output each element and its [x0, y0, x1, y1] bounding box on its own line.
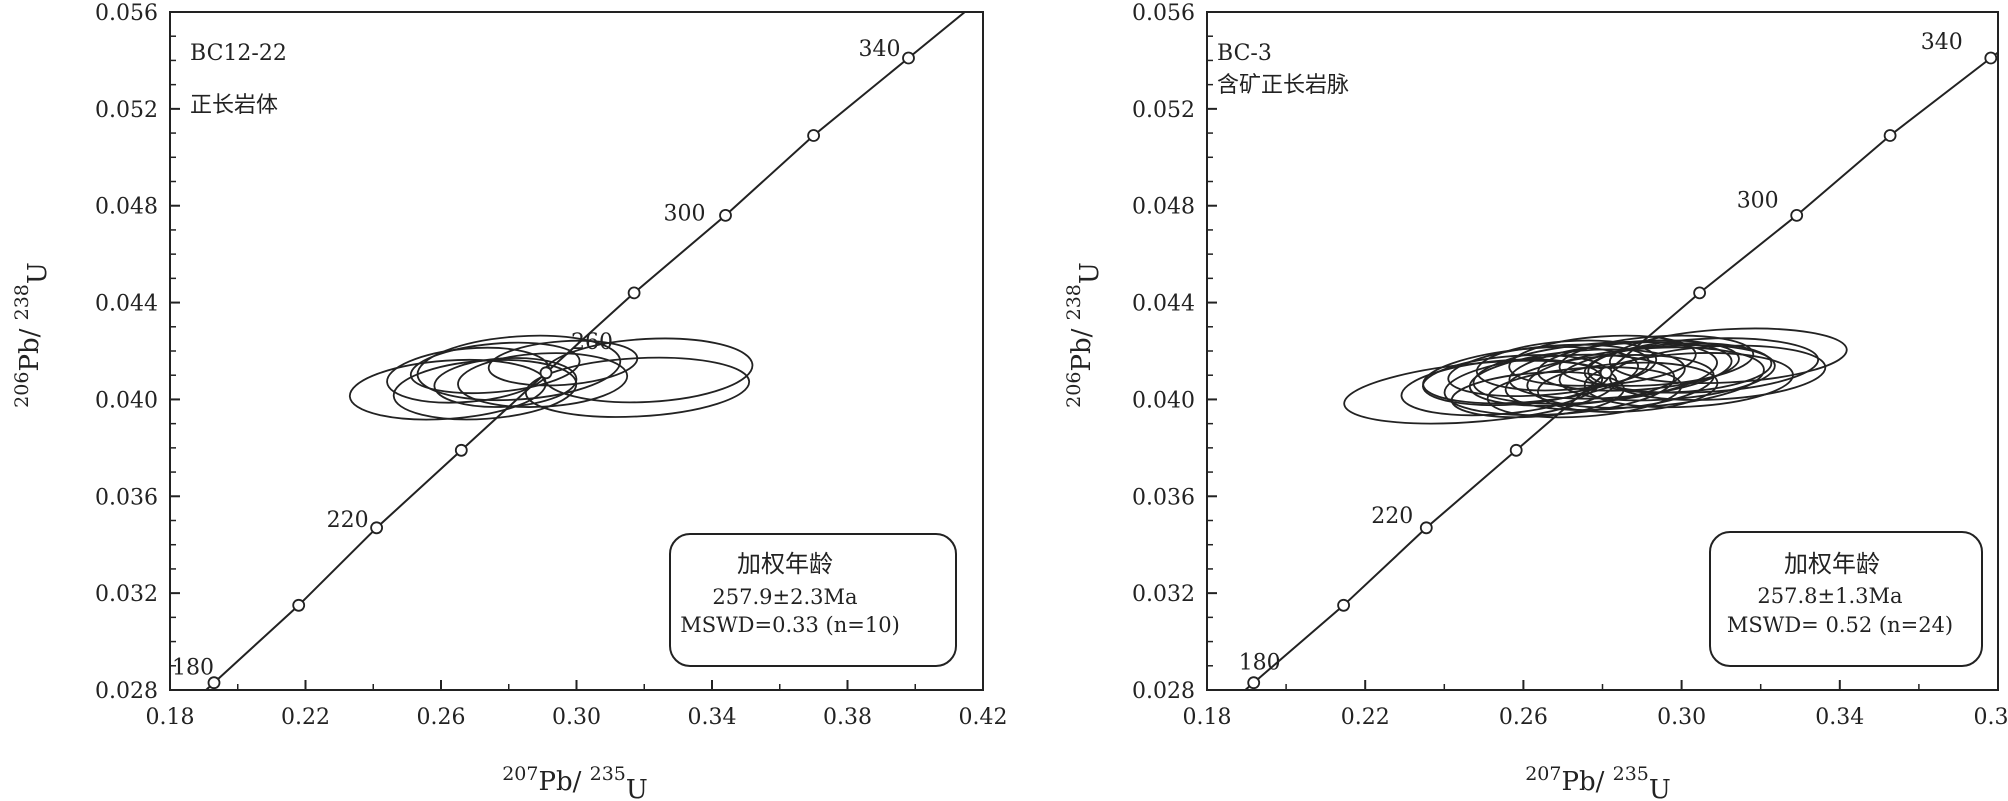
- left-y-axis-title: 206Pb/ 238U: [11, 262, 53, 408]
- concordia-age-marker: [1984, 51, 1998, 65]
- right-plot-frame: [1206, 11, 1999, 691]
- concordia-age-label: 180: [1239, 651, 1281, 676]
- concordia-age-marker: [1599, 366, 1613, 380]
- x-tick-label: 0.26: [417, 705, 466, 730]
- concordia-age-label: 180: [172, 656, 214, 681]
- concordia-age-label: 300: [664, 201, 706, 226]
- concordia-age-marker: [1419, 521, 1433, 535]
- x-tick-label: 0.26: [1499, 705, 1548, 730]
- y-tick-label: 0.040: [1132, 388, 1195, 413]
- concordia-age-marker: [454, 443, 468, 457]
- data-ellipse: [457, 352, 629, 408]
- right-x-tick-labels: 0.18 0.22 0.26 0.30 0.34 0.38: [1183, 705, 2008, 730]
- concordia-age-label: 300: [1737, 188, 1779, 213]
- right-weighted-age-box: 加权年龄 257.8±1.3Ma MSWD= 0.52 (n=24): [1709, 531, 1983, 667]
- left-plot-frame: [169, 11, 984, 691]
- y-tick-label: 0.052: [1132, 98, 1195, 123]
- x-tick-label: 0.30: [552, 705, 601, 730]
- y-tick-label: 0.032: [95, 582, 158, 607]
- right-box-age: 257.8±1.3Ma: [1757, 584, 1902, 608]
- concordia-age-marker: [370, 521, 384, 535]
- left-x-tick-labels: 0.18 0.22 0.26 0.30 0.34 0.38 0.42: [146, 705, 1008, 730]
- y-tick-label: 0.056: [95, 1, 158, 26]
- concordia-age-marker: [1790, 208, 1804, 222]
- y-tick-label: 0.028: [95, 679, 158, 704]
- data-ellipse: [409, 341, 581, 395]
- left-concordia-markers: 180 220 260 300 340: [172, 37, 915, 690]
- y-tick-label: 0.044: [1132, 292, 1195, 317]
- x-tick-label: 0.18: [1183, 705, 1232, 730]
- right-ellipses: [1343, 327, 1848, 425]
- left-rock-label: 正长岩体: [190, 93, 278, 118]
- right-concordia-markers: 180 220 300 340: [1239, 30, 1998, 690]
- y-tick-label: 0.048: [1132, 195, 1195, 220]
- left-x-axis-title: 207Pb/ 235U: [502, 763, 648, 801]
- x-tick-label: 0.22: [281, 705, 330, 730]
- concordia-age-label: 340: [859, 37, 901, 62]
- concordia-age-marker: [207, 676, 221, 690]
- right-panel: 180 220 300 340 0.18 0.22 0.26 0.30 0.34 0.38 0.…: [1063, 1, 2008, 801]
- concordia-age-label: 220: [327, 508, 369, 533]
- data-ellipse: [1608, 327, 1848, 384]
- right-box-mswd: MSWD= 0.52 (n=24): [1727, 613, 1953, 637]
- y-tick-label: 0.056: [1132, 1, 1195, 26]
- right-sample-label: BC-3: [1217, 41, 1272, 66]
- y-tick-label: 0.036: [95, 485, 158, 510]
- concordia-age-marker: [902, 51, 915, 65]
- concordia-age-label: 260: [571, 330, 613, 355]
- concordia-age-marker: [627, 286, 641, 300]
- right-y-axis-title: 206Pb/ 238U: [1063, 262, 1105, 408]
- y-tick-label: 0.044: [95, 292, 158, 317]
- concordia-age-marker: [1337, 598, 1350, 612]
- y-tick-label: 0.040: [95, 388, 158, 413]
- left-y-tick-labels: 0.028 0.032 0.036 0.040 0.044 0.048 0.052 0.056: [95, 1, 158, 704]
- right-x-axis-title: 207Pb/ 235U: [1525, 763, 1671, 801]
- left-weighted-age-box: 加权年龄 257.9±2.3Ma MSWD=0.33 (n=10): [669, 533, 957, 667]
- x-tick-label: 0.38: [823, 705, 872, 730]
- x-tick-label: 0.42: [959, 705, 1008, 730]
- right-rock-label: 含矿正长岩脉: [1217, 73, 1349, 98]
- x-tick-label: 0.18: [146, 705, 195, 730]
- left-box-title: 加权年龄: [737, 550, 833, 578]
- left-sample-label: BC12-22: [190, 41, 287, 66]
- left-box-age: 257.9±2.3Ma: [712, 585, 857, 609]
- data-ellipse: [1472, 341, 1718, 405]
- y-tick-label: 0.032: [1132, 582, 1195, 607]
- y-tick-label: 0.048: [95, 195, 158, 220]
- left-ellipses: [348, 334, 754, 421]
- left-box-mswd: MSWD=0.33 (n=10): [680, 613, 900, 637]
- concordia-age-marker: [807, 129, 820, 142]
- x-tick-label: 0.34: [688, 705, 737, 730]
- y-tick-label: 0.052: [95, 98, 158, 123]
- concordia-age-marker: [1509, 443, 1523, 457]
- concordia-age-marker: [539, 366, 553, 380]
- y-tick-label: 0.028: [1132, 679, 1195, 704]
- right-y-tick-labels: 0.028 0.032 0.036 0.040 0.044 0.048 0.052 0.056: [1132, 1, 1195, 704]
- y-tick-label: 0.036: [1132, 485, 1195, 510]
- data-ellipse: [1587, 337, 1820, 394]
- x-tick-label: 0.34: [1815, 705, 1864, 730]
- x-tick-label: 0.30: [1657, 705, 1706, 730]
- data-ellipse: [1558, 334, 1755, 387]
- concordia-age-marker: [1693, 286, 1706, 300]
- x-tick-label: 0.22: [1341, 705, 1390, 730]
- left-panel: 180 220 260 300 340 0.18 0.22 0.26 0.30 0.34 0.38…: [11, 1, 1008, 801]
- concordia-age-marker: [719, 208, 732, 222]
- concordia-age-label: 220: [1371, 504, 1413, 529]
- concordia-age-marker: [1883, 129, 1897, 142]
- right-box-title: 加权年龄: [1784, 550, 1880, 578]
- concordia-age-label: 340: [1921, 30, 1963, 55]
- concordia-age-marker: [292, 598, 306, 612]
- data-ellipse: [524, 356, 751, 418]
- concordia-age-marker: [1247, 676, 1261, 690]
- x-tick-label: 0.38: [1974, 705, 2008, 730]
- data-ellipse: [416, 334, 622, 402]
